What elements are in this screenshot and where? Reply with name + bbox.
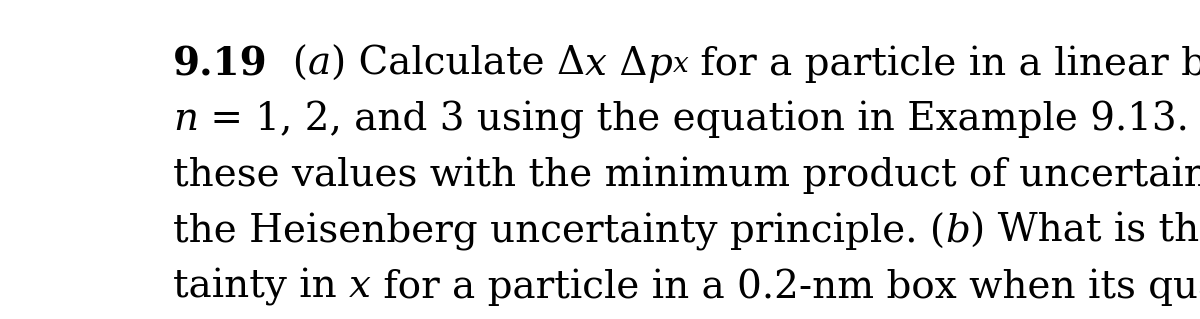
Text: b: b xyxy=(946,212,971,249)
Text: x: x xyxy=(586,46,607,83)
Text: n: n xyxy=(173,101,198,138)
Text: = 1, 2, and 3 using the equation in Example 9.13. Compare: = 1, 2, and 3 using the equation in Exam… xyxy=(198,101,1200,139)
Text: tainty in: tainty in xyxy=(173,268,349,306)
Text: the Heisenberg uncertainty principle. (: the Heisenberg uncertainty principle. ( xyxy=(173,212,946,251)
Text: (: ( xyxy=(268,46,308,83)
Text: for a particle in a linear box for: for a particle in a linear box for xyxy=(689,46,1200,83)
Text: ) Calculate Δ: ) Calculate Δ xyxy=(331,46,586,83)
Text: p: p xyxy=(648,46,672,83)
Text: x: x xyxy=(672,51,689,78)
Text: these values with the minimum product of uncertainties from: these values with the minimum product of… xyxy=(173,157,1200,194)
Text: ) What is the uncer-: ) What is the uncer- xyxy=(971,212,1200,249)
Text: Δ: Δ xyxy=(607,46,648,83)
Text: a: a xyxy=(308,46,331,83)
Text: 9.19: 9.19 xyxy=(173,46,268,84)
Text: x: x xyxy=(349,268,371,305)
Text: for a particle in a 0.2-nm box when its quantum num-: for a particle in a 0.2-nm box when its … xyxy=(371,268,1200,306)
